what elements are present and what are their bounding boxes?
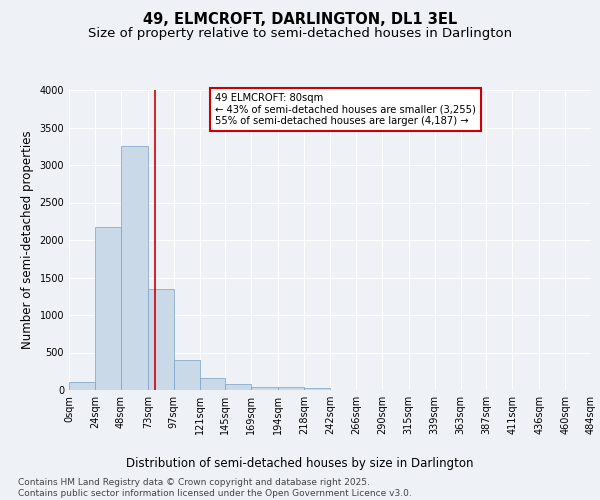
Bar [278, 388, 304, 390]
Text: Distribution of semi-detached houses by size in Darlington: Distribution of semi-detached houses by … [126, 458, 474, 470]
Bar [304, 388, 330, 390]
Bar [95, 227, 121, 390]
Text: 49 ELMCROFT: 80sqm
← 43% of semi-detached houses are smaller (3,255)
55% of semi: 49 ELMCROFT: 80sqm ← 43% of semi-detache… [215, 93, 476, 126]
Bar [148, 289, 173, 390]
Bar [173, 360, 199, 390]
Y-axis label: Number of semi-detached properties: Number of semi-detached properties [21, 130, 34, 350]
Text: 49, ELMCROFT, DARLINGTON, DL1 3EL: 49, ELMCROFT, DARLINGTON, DL1 3EL [143, 12, 457, 28]
Bar [226, 384, 251, 390]
Bar [251, 386, 278, 390]
Bar [121, 146, 148, 390]
Text: Contains HM Land Registry data © Crown copyright and database right 2025.
Contai: Contains HM Land Registry data © Crown c… [18, 478, 412, 498]
Bar [69, 382, 95, 390]
Bar [199, 378, 226, 390]
Text: Size of property relative to semi-detached houses in Darlington: Size of property relative to semi-detach… [88, 28, 512, 40]
